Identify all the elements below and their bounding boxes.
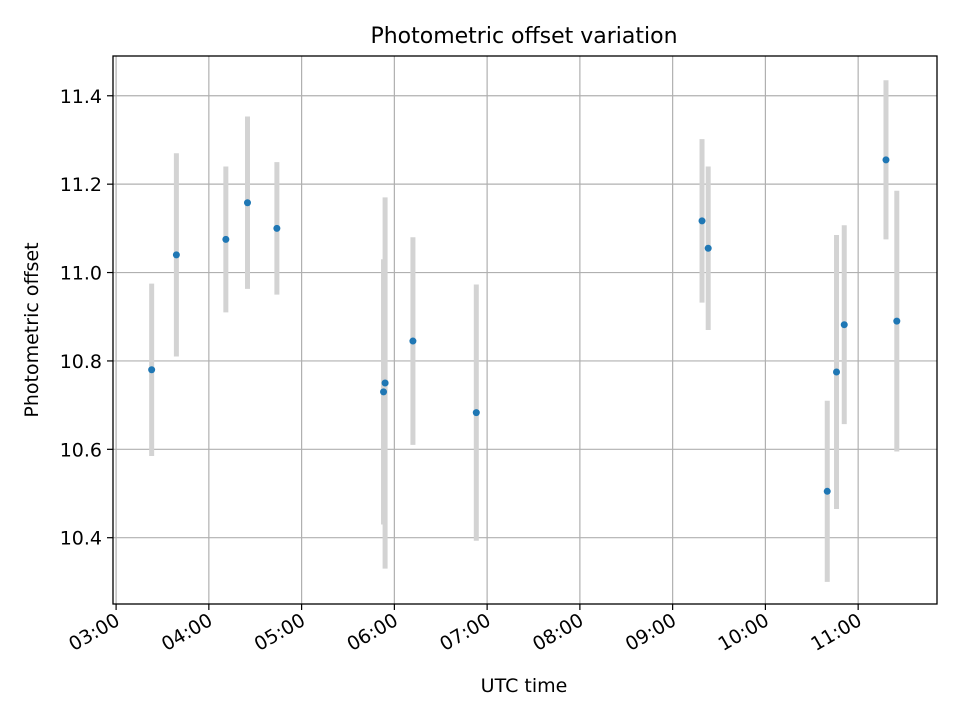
x-tick-label: 08:00 <box>529 609 587 655</box>
data-point <box>409 337 417 345</box>
x-axis-label: UTC time <box>481 675 568 697</box>
y-tick-label: 10.4 <box>60 528 102 550</box>
data-points <box>148 156 901 495</box>
data-point <box>840 321 848 329</box>
x-tick-label: 10:00 <box>714 609 772 655</box>
data-point <box>380 388 388 396</box>
x-tick-label: 09:00 <box>622 609 680 655</box>
y-tick-label: 10.6 <box>60 439 102 461</box>
data-point <box>823 487 831 495</box>
x-tick-label: 05:00 <box>251 609 309 655</box>
error-bars <box>149 80 900 582</box>
data-point <box>172 251 180 259</box>
x-tick-label: 04:00 <box>158 609 216 655</box>
y-tick-label: 11.0 <box>60 263 102 285</box>
y-tick-label: 11.2 <box>60 174 102 196</box>
data-point <box>882 156 890 164</box>
data-point <box>472 409 480 417</box>
x-axis-ticks: 03:00 04:00 05:00 06:00 07:00 08:00 09:00 10:00… <box>65 604 866 656</box>
data-point <box>893 317 901 325</box>
plot-frame <box>112 55 938 605</box>
x-tick-label: 11:00 <box>807 609 865 655</box>
data-point <box>704 244 712 252</box>
y-tick-label: 11.4 <box>60 86 102 108</box>
data-point <box>148 366 156 374</box>
x-tick-label: 06:00 <box>343 609 401 655</box>
data-point <box>222 235 230 243</box>
data-point <box>381 379 389 387</box>
data-point <box>243 199 251 207</box>
x-tick-label: 07:00 <box>436 609 494 655</box>
data-point <box>833 368 841 376</box>
x-tick-label: 03:00 <box>65 609 123 655</box>
data-point <box>698 217 706 225</box>
grid <box>113 56 937 604</box>
y-axis-ticks: 10.4 10.6 10.8 11.0 11.2 11.4 <box>60 86 113 550</box>
chart-title: Photometric offset variation <box>370 24 677 49</box>
y-axis-label: Photometric offset <box>21 242 43 417</box>
data-point <box>273 224 281 232</box>
y-tick-label: 10.8 <box>60 351 102 373</box>
